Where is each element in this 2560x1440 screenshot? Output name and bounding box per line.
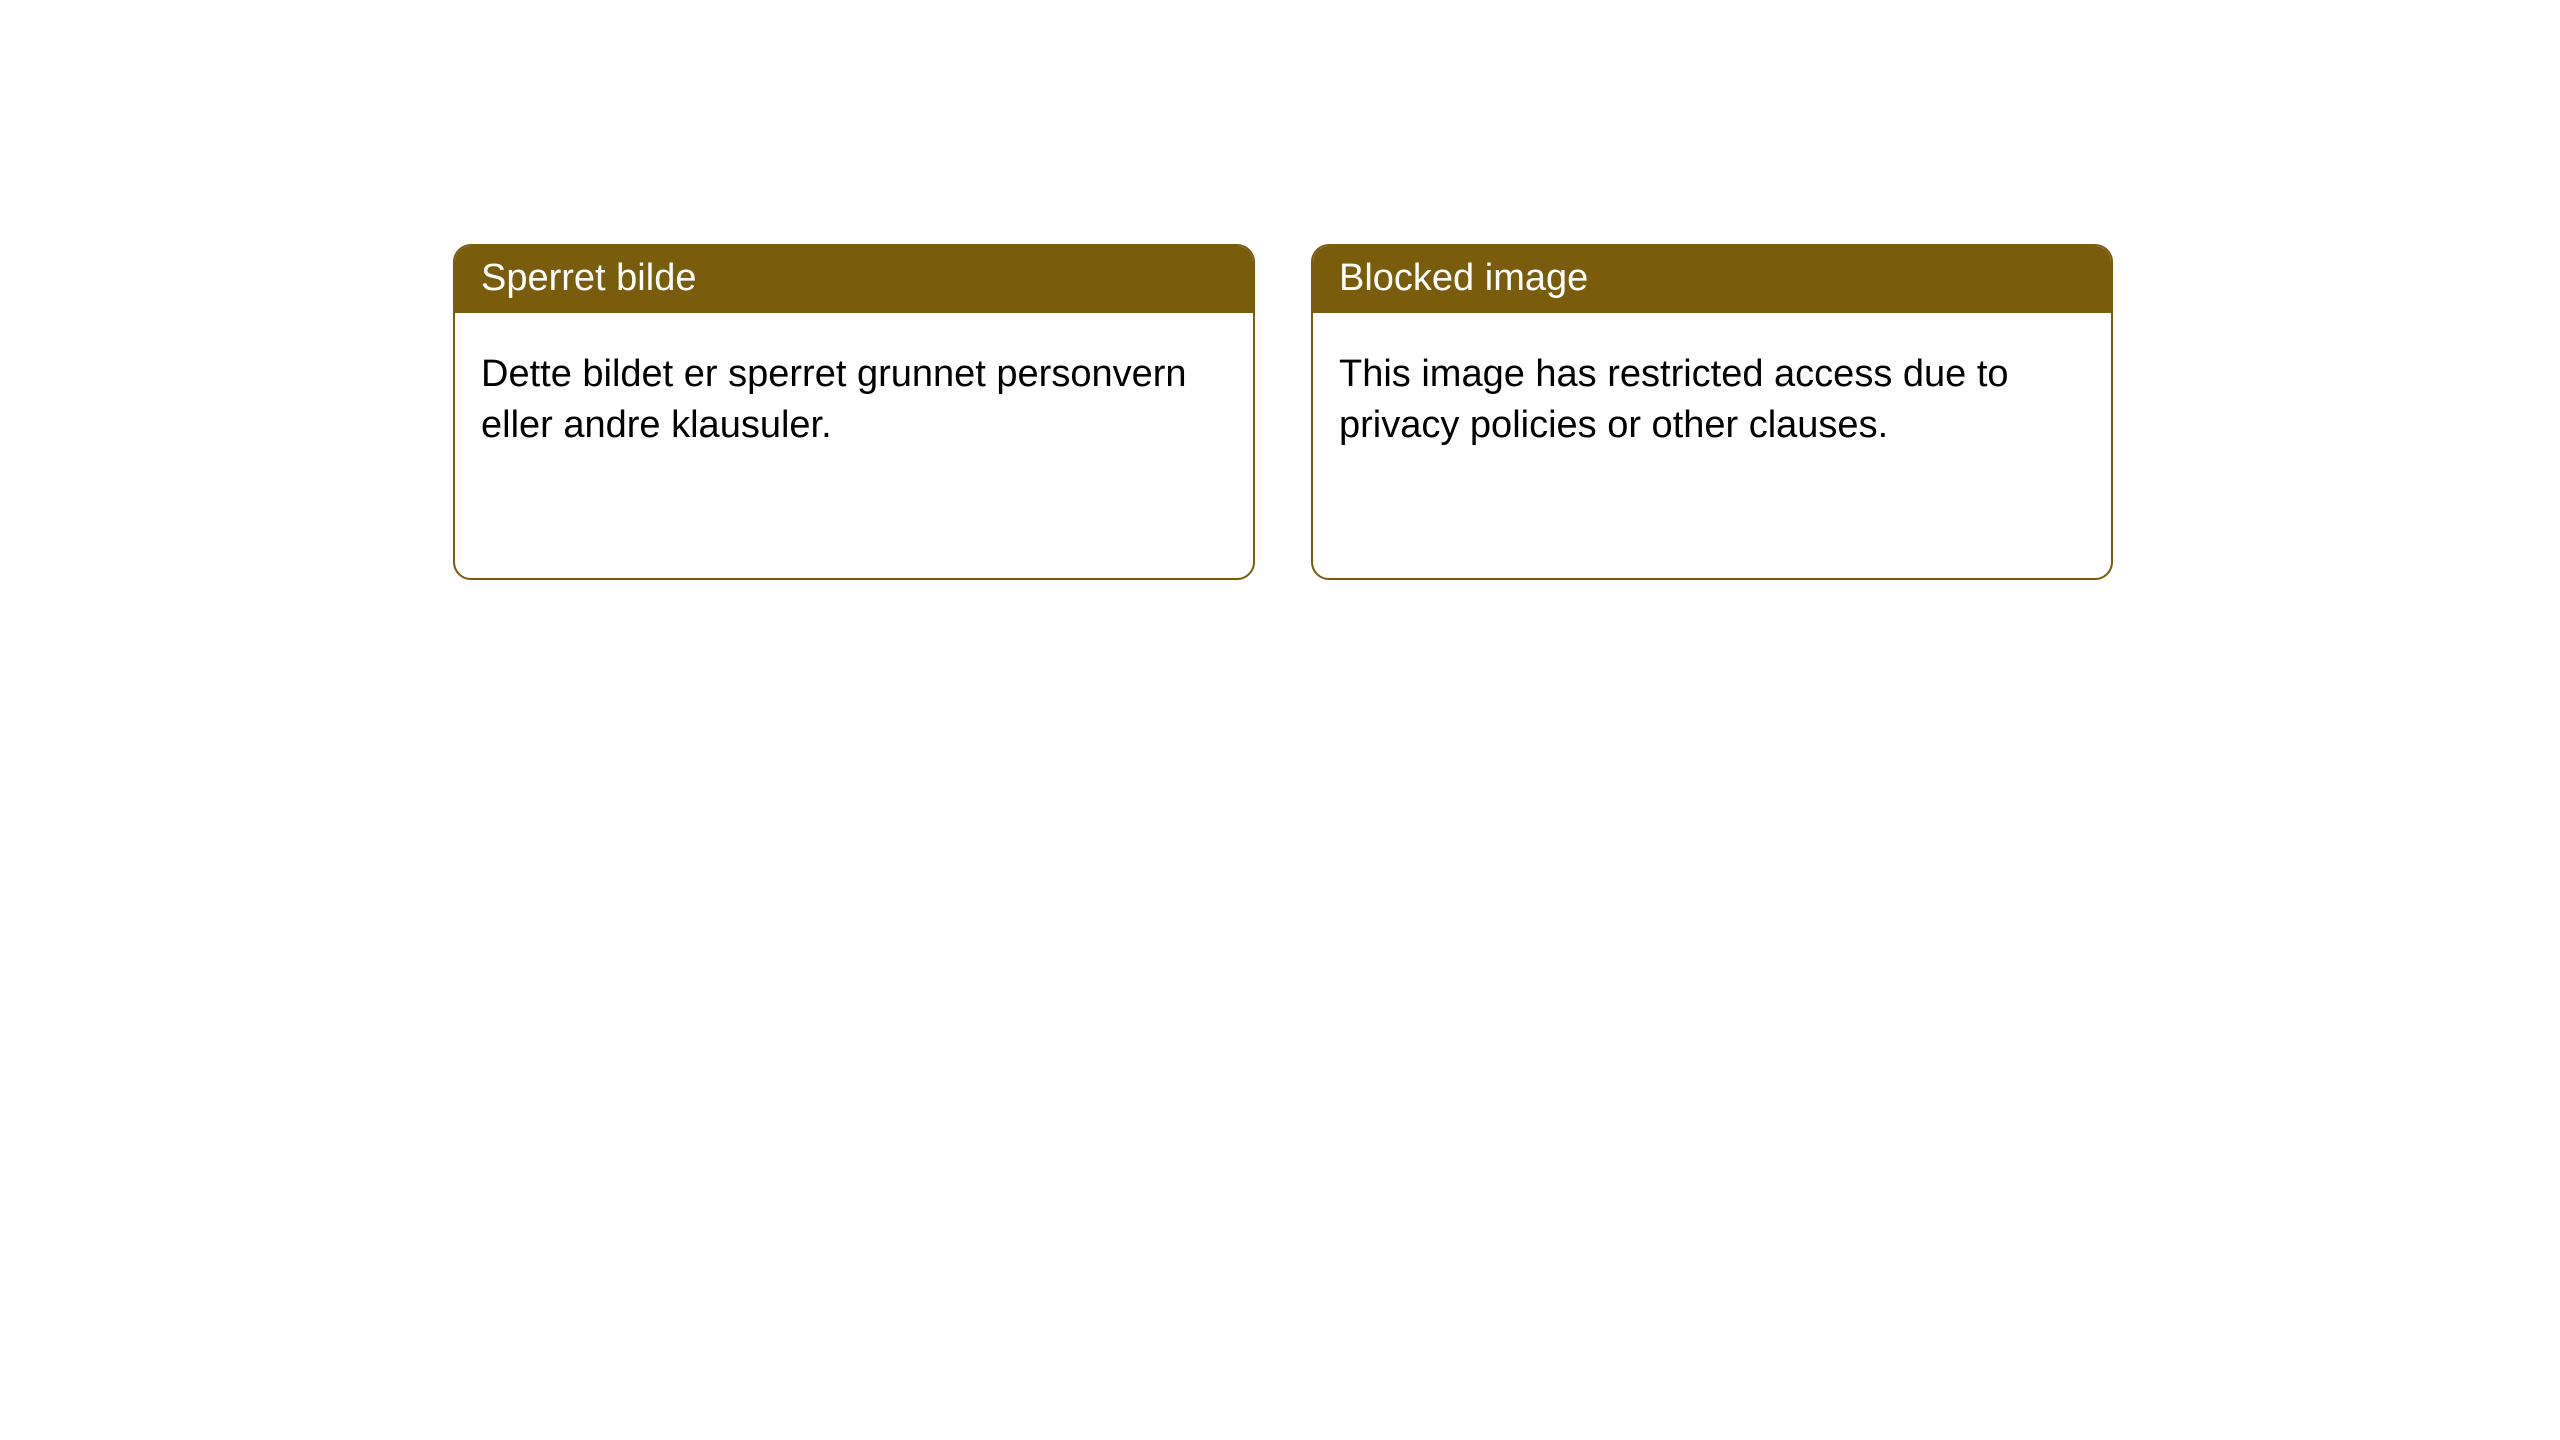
- notice-body-text: Dette bildet er sperret grunnet personve…: [481, 353, 1187, 446]
- notice-header: Sperret bilde: [455, 246, 1253, 313]
- notice-body: This image has restricted access due to …: [1313, 313, 2111, 487]
- notice-body-text: This image has restricted access due to …: [1339, 353, 2009, 446]
- notice-card-english: Blocked image This image has restricted …: [1311, 244, 2113, 580]
- notice-body: Dette bildet er sperret grunnet personve…: [455, 313, 1253, 487]
- notice-title: Blocked image: [1339, 257, 1588, 299]
- notice-header: Blocked image: [1313, 246, 2111, 313]
- notice-title: Sperret bilde: [481, 257, 696, 299]
- notice-container: Sperret bilde Dette bildet er sperret gr…: [0, 0, 2560, 580]
- notice-card-norwegian: Sperret bilde Dette bildet er sperret gr…: [453, 244, 1255, 580]
